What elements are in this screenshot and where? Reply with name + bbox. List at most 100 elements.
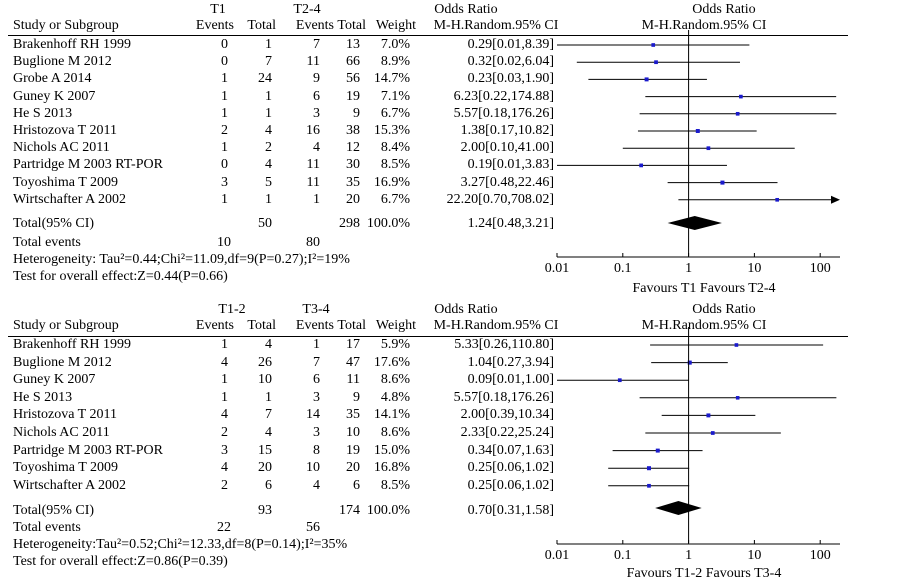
- study-name: Hristozova T 2011: [13, 407, 117, 423]
- weight-cell: 6.7%: [380, 105, 410, 121]
- total-label: Total(95% CI): [13, 216, 95, 231]
- weight-cell: 5.9%: [380, 337, 410, 352]
- total2-cell: 19: [346, 442, 360, 458]
- events2-cell: 3: [313, 425, 320, 440]
- total1-cell: 10: [258, 372, 272, 388]
- events2-cell: 4: [313, 477, 320, 493]
- study-name: Grobe A 2014: [13, 71, 92, 87]
- total-label: Total(95% CI): [13, 503, 95, 518]
- total1-cell: 6: [265, 477, 272, 493]
- total-n2: 298: [339, 216, 360, 231]
- ci-cell: 2.33[0.22,25.24]: [460, 425, 554, 440]
- study-name: Wirtschafter A 2002: [13, 191, 126, 207]
- group1-header: T1-2: [218, 302, 246, 317]
- total1-cell: 15: [258, 442, 272, 458]
- ci-header-left: M-H.Random.95% CI: [433, 18, 559, 33]
- total1-cell: 5: [265, 174, 272, 190]
- total1-cell: 1: [265, 389, 272, 405]
- total2-cell: 13: [346, 37, 360, 52]
- favours-label: Favours T1 Favours T2-4: [632, 281, 776, 296]
- summary-diamond: [655, 501, 702, 515]
- point-estimate-marker: [647, 483, 651, 488]
- point-estimate-marker: [739, 94, 743, 99]
- header-rule: [8, 35, 848, 36]
- weight-cell: 8.9%: [380, 54, 410, 70]
- weight-cell: 17.6%: [373, 354, 410, 370]
- total1-header: Total: [247, 18, 276, 33]
- total-events1: 10: [217, 235, 231, 250]
- events1-cell: 4: [221, 460, 228, 476]
- total2-cell: 9: [353, 105, 360, 121]
- ci-cell: 1.04[0.27,3.94]: [467, 354, 554, 370]
- events2-cell: 4: [313, 140, 320, 156]
- point-estimate-marker: [735, 396, 740, 400]
- or-header-right: Odds Ratio: [692, 2, 756, 17]
- events1-cell: 1: [221, 389, 228, 405]
- x-axis-tick-label: 0.01: [544, 548, 570, 563]
- total2-cell: 6: [353, 477, 360, 493]
- events2-cell: 10: [306, 460, 320, 476]
- total1-cell: 4: [265, 123, 272, 138]
- total2-header: Total: [337, 318, 366, 333]
- point-estimate-marker: [775, 197, 780, 202]
- study-name: Buglione M 2012: [13, 354, 112, 370]
- overall-effect-text: Test for overall effect:Z=0.86(P=0.39): [13, 554, 228, 569]
- total1-cell: 2: [265, 140, 272, 156]
- weight-cell: 15.3%: [373, 123, 410, 138]
- total-n1: 93: [258, 503, 272, 518]
- study-name: Nichols AC 2011: [13, 140, 110, 156]
- ci-cell: 5.57[0.18,176.26]: [453, 105, 554, 121]
- study-name: He S 2013: [13, 389, 73, 405]
- total1-cell: 7: [265, 407, 272, 423]
- x-axis-tick-label: 100: [809, 261, 831, 276]
- favours-label: Favours T1-2 Favours T3-4: [626, 566, 782, 581]
- events2-cell: 16: [306, 123, 320, 138]
- point-estimate-marker: [654, 60, 658, 65]
- weight-cell: 8.6%: [380, 425, 410, 440]
- events1-cell: 1: [221, 372, 228, 388]
- total-events-label: Total events: [13, 520, 81, 535]
- heterogeneity-text: Heterogeneity:Tau²=0.52;Chi²=12.33,df=8(…: [13, 537, 348, 552]
- total1-cell: 4: [265, 337, 272, 352]
- study-column-header: Study or Subgroup: [13, 18, 119, 33]
- ci-cell: 0.19[0.01,3.83]: [467, 157, 554, 173]
- total2-cell: 19: [346, 88, 360, 104]
- ci-header-right: M-H.Random.95% CI: [641, 18, 767, 33]
- events1-header: Events: [195, 318, 234, 333]
- heterogeneity-text: Heterogeneity: Tau²=0.44;Chi²=11.09,df=9…: [13, 252, 350, 267]
- total1-cell: 1: [265, 88, 272, 104]
- total1-cell: 4: [265, 157, 272, 173]
- x-axis-tick-label: 0.1: [614, 548, 632, 563]
- point-estimate-marker: [734, 343, 739, 347]
- events2-cell: 11: [306, 174, 320, 190]
- total2-cell: 56: [346, 71, 360, 87]
- total1-cell: 1: [265, 191, 272, 207]
- events1-cell: 1: [221, 88, 228, 104]
- events1-cell: 0: [221, 54, 228, 70]
- x-axis-tick-label: 10: [747, 261, 762, 276]
- events1-cell: 4: [221, 354, 228, 370]
- total2-cell: 20: [346, 460, 360, 476]
- weight-cell: 16.8%: [373, 460, 410, 476]
- events2-header: Events: [295, 318, 334, 333]
- study-name: Wirtschafter A 2002: [13, 477, 126, 493]
- study-name: Partridge M 2003 RT-POR: [13, 442, 163, 458]
- events2-cell: 9: [313, 71, 320, 87]
- study-name: Toyoshima T 2009: [13, 174, 119, 190]
- point-estimate-marker: [651, 43, 656, 47]
- total2-cell: 38: [346, 123, 360, 138]
- total-ci: 1.24[0.48,3.21]: [467, 216, 554, 231]
- overall-effect-text: Test for overall effect:Z=0.44(P=0.66): [13, 269, 228, 284]
- total1-cell: 26: [258, 354, 272, 370]
- ci-header-right: M-H.Random.95% CI: [641, 318, 767, 333]
- weight-cell: 7.1%: [380, 88, 410, 104]
- total2-cell: 66: [346, 54, 360, 70]
- events1-cell: 2: [221, 425, 228, 440]
- study-name: Hristozova T 2011: [13, 123, 117, 138]
- weight-cell: 4.8%: [380, 389, 410, 405]
- events2-cell: 11: [306, 54, 320, 70]
- x-axis-tick-label: 10: [747, 548, 762, 563]
- total2-cell: 11: [346, 372, 360, 388]
- total2-cell: 47: [346, 354, 360, 370]
